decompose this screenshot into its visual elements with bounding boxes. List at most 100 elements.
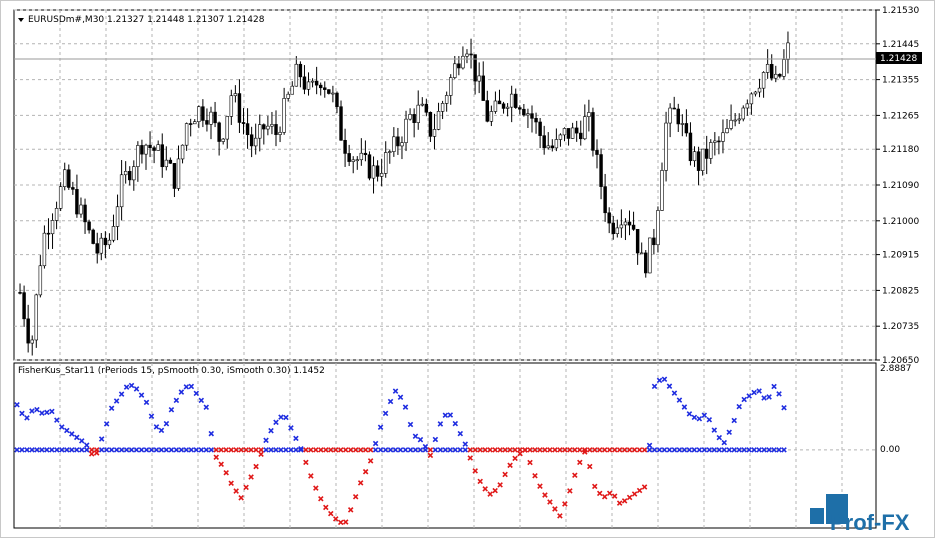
zero-marker-down [587,447,593,453]
candle-body [241,122,246,124]
zero-marker-up [407,447,414,453]
indicator-marker-up [432,436,439,443]
candle-body [383,152,388,174]
candle-body [318,84,323,89]
candle-body [704,148,709,159]
dropdown-arrow-icon[interactable] [18,18,24,22]
candle-body [461,55,465,69]
zero-marker-up [437,447,444,453]
indicator-marker-up [377,424,384,431]
candle-body [416,104,420,123]
candle-body [95,243,99,254]
indicator-marker-up [691,414,698,421]
candle-body [542,135,546,149]
indicator-marker-up [173,397,180,404]
candle-body [298,63,303,78]
price-panel[interactable] [13,9,877,361]
zero-marker-down [223,447,229,453]
zero-marker-down [487,447,493,453]
indicator-marker-up [681,404,688,410]
indicator-marker-down [228,480,234,486]
indicator-marker-up [128,382,135,389]
zero-marker-down [547,447,553,453]
indicator-marker-down [88,451,95,457]
indicator-marker-up [387,398,394,405]
candle-body [91,229,95,244]
candle-body [355,159,359,162]
candle-body [310,80,315,83]
indicator-marker-up [651,383,658,390]
candle-body [514,93,518,108]
candle-body [205,120,209,125]
indicator-marker-down [233,488,239,494]
indicator-marker-up [751,389,757,396]
indicator-marker-up [83,442,90,448]
zero-marker-up [168,447,175,453]
zero-marker-up [372,447,379,453]
candle-body [587,112,591,117]
candle-body [26,318,30,344]
candle-body [550,145,555,149]
candle-body [388,151,392,153]
candle-body [408,114,412,120]
candle-body [400,142,404,147]
indicator-marker-down [557,513,563,519]
candle-body [87,221,91,231]
candle-body [457,63,461,69]
indicator-marker-down [238,495,244,501]
candle-body [107,239,112,246]
indicator-marker-down [243,484,249,491]
zero-marker-down [621,447,628,453]
candle-body [424,103,429,113]
candle-body [696,151,701,171]
indicator-marker-up [273,419,279,426]
indicator-marker-down [611,493,618,499]
zero-marker-up [293,447,299,453]
zero-marker-up [746,447,752,453]
indicator-marker-down [472,468,478,474]
zero-marker-down [258,447,264,453]
zero-marker-up [278,447,284,453]
indicator-markers [14,376,787,526]
indicator-marker-down [223,470,229,476]
candle-body [148,144,152,149]
candle-body [688,132,693,162]
candle-body [213,111,217,124]
indicator-marker-up [39,410,45,416]
candle-body [217,122,221,142]
candle-body [119,174,124,208]
zero-marker-down [248,447,254,453]
candle-body [278,132,282,135]
zero-marker-up [74,447,80,453]
zero-marker-up [691,447,698,453]
candle-body [505,106,510,109]
indicator-marker-up [113,398,120,404]
candle-body [193,121,197,125]
candle-body [509,93,514,108]
candle-body [786,42,790,60]
indicator-panel[interactable] [13,362,877,529]
indicator-marker-down [517,450,523,457]
indicator-marker-up [98,436,105,442]
candle-body [79,204,83,215]
zero-marker-up [133,447,140,453]
zero-marker-up [681,447,688,453]
indicator-marker-up [108,405,115,412]
indicator-marker-up [208,430,215,437]
candle-body [420,103,425,106]
candle-body [347,153,351,162]
zero-marker-up [392,447,399,453]
zero-marker-up [108,447,115,453]
candle-body [249,134,254,147]
zero-marker-up [183,447,190,453]
indicator-marker-up [676,397,683,403]
indicator-marker-up [168,407,175,413]
candle-body [160,144,164,168]
zero-marker-down [631,447,638,453]
candle-body [225,116,229,140]
indicator-marker-up [143,399,150,406]
zero-marker-up [14,447,20,453]
zero-marker-up [701,447,708,453]
indicator-marker-down [587,463,593,470]
